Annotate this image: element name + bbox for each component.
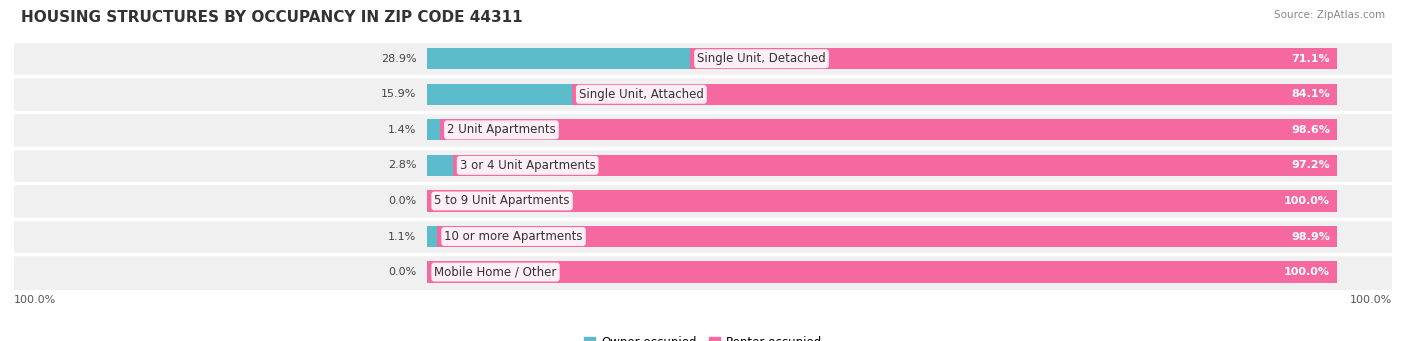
Text: 5 to 9 Unit Apartments: 5 to 9 Unit Apartments [434, 194, 569, 207]
Text: Source: ZipAtlas.com: Source: ZipAtlas.com [1274, 10, 1385, 20]
Bar [427, 48, 690, 69]
Bar [453, 155, 1337, 176]
Text: 0.0%: 0.0% [388, 196, 416, 206]
Bar [440, 119, 1337, 140]
Bar [427, 190, 1337, 212]
Text: 98.6%: 98.6% [1291, 125, 1330, 135]
Text: HOUSING STRUCTURES BY OCCUPANCY IN ZIP CODE 44311: HOUSING STRUCTURES BY OCCUPANCY IN ZIP C… [21, 10, 523, 25]
Text: 1.1%: 1.1% [388, 232, 416, 241]
Bar [427, 262, 1337, 283]
Text: 100.0%: 100.0% [1284, 267, 1330, 277]
Bar [427, 155, 1337, 176]
Bar [427, 84, 1337, 105]
Legend: Owner-occupied, Renter-occupied: Owner-occupied, Renter-occupied [579, 331, 827, 341]
Bar [427, 48, 1337, 69]
Text: 10 or more Apartments: 10 or more Apartments [444, 230, 583, 243]
Bar [427, 155, 453, 176]
Text: 1.4%: 1.4% [388, 125, 416, 135]
Text: Mobile Home / Other: Mobile Home / Other [434, 266, 557, 279]
Bar [427, 84, 572, 105]
Text: 2 Unit Apartments: 2 Unit Apartments [447, 123, 555, 136]
Text: 3 or 4 Unit Apartments: 3 or 4 Unit Apartments [460, 159, 596, 172]
Bar [427, 119, 440, 140]
Text: Single Unit, Detached: Single Unit, Detached [697, 52, 825, 65]
Bar [14, 219, 1392, 254]
Bar [427, 262, 1337, 283]
Text: 0.0%: 0.0% [388, 267, 416, 277]
Text: Single Unit, Attached: Single Unit, Attached [579, 88, 704, 101]
Bar [14, 183, 1392, 219]
Bar [427, 190, 1337, 212]
Text: 2.8%: 2.8% [388, 160, 416, 170]
Bar [14, 41, 1392, 76]
Bar [14, 76, 1392, 112]
Bar [690, 48, 1337, 69]
Bar [437, 226, 1337, 247]
Text: 100.0%: 100.0% [14, 295, 56, 305]
Bar [14, 254, 1392, 290]
Bar [427, 119, 1337, 140]
Text: 97.2%: 97.2% [1291, 160, 1330, 170]
Bar [14, 148, 1392, 183]
Text: 15.9%: 15.9% [381, 89, 416, 99]
Text: 28.9%: 28.9% [381, 54, 416, 64]
Text: 84.1%: 84.1% [1291, 89, 1330, 99]
Bar [572, 84, 1337, 105]
Text: 98.9%: 98.9% [1291, 232, 1330, 241]
Text: 100.0%: 100.0% [1350, 295, 1392, 305]
Bar [427, 226, 437, 247]
Text: 71.1%: 71.1% [1291, 54, 1330, 64]
Text: 100.0%: 100.0% [1284, 196, 1330, 206]
Bar [14, 112, 1392, 148]
Bar [427, 226, 1337, 247]
